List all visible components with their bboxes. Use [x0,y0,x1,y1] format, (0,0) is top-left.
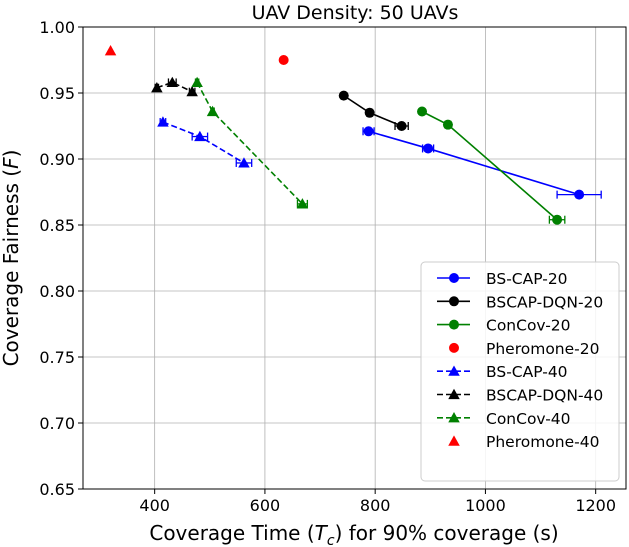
y-tick-label: 0.85 [39,216,75,235]
data-point [206,105,219,117]
y-tick-label: 0.95 [39,84,75,103]
data-point [574,189,585,200]
legend-entry: BS-CAP-40 [437,363,568,381]
series-concov-20 [417,106,566,225]
x-tick-label: 1000 [465,496,506,515]
data-point [166,76,179,88]
data-point [364,107,375,118]
legend-marker [449,296,459,307]
legend-entry: Pheromone-40 [448,433,599,451]
series-concov-40 [191,76,309,209]
y-tick-label: 0.90 [39,150,75,169]
series-line [421,110,558,221]
data-point [338,90,349,101]
data-point [104,45,117,56]
legend-label: BS-CAP-40 [486,363,568,381]
legend-marker [448,435,460,446]
legend-entry: ConCov-40 [437,410,571,428]
series-layer [104,45,602,225]
legend-marker [449,342,459,353]
data-point [278,55,289,65]
series-bs-cap-40 [157,116,253,168]
x-tick-label: 800 [360,496,391,515]
x-tick-label: 600 [250,496,281,515]
chart-title: UAV Density: 50 UAVs [252,2,459,24]
x-axis-ticks: 400 600 800 1000 1200 [139,489,616,515]
x-tick-label: 400 [139,496,170,515]
y-tick-label: 0.80 [39,282,75,301]
data-point [363,126,374,137]
legend-marker [448,412,460,423]
data-point [186,85,198,97]
series-line [162,121,245,164]
data-point [157,116,169,127]
series-pheromone-40 [104,45,117,56]
legend-entry: Pheromone-20 [449,340,599,358]
series-line [368,130,580,196]
data-point [552,214,563,225]
legend-marker [448,388,460,400]
y-tick-label: 0.70 [39,414,75,433]
legend-entry: BSCAP-DQN-40 [437,387,603,405]
legend-label: Pheromone-20 [486,340,599,358]
legend-label: ConCov-40 [486,410,571,428]
y-tick-label: 1.00 [39,18,75,37]
legend-entry: BS-CAP-20 [437,270,568,288]
y-axis-ticks: 0.65 0.70 0.75 0.80 0.85 0.90 0.95 1.00 [39,18,83,499]
y-axis-label: Coverage Fairness (F) [0,150,23,367]
legend-marker [449,273,459,283]
legend-box [420,261,620,482]
data-point [442,119,453,130]
series-pheromone-20 [278,55,289,65]
legend-label: BSCAP-DQN-20 [486,293,603,311]
x-tick-label: 1200 [575,496,616,515]
series-bs-cap-20 [362,126,602,200]
plot-area [82,26,627,490]
legend-label: BSCAP-DQN-40 [486,387,603,405]
y-tick-label: 0.65 [39,480,75,499]
legend-label: BS-CAP-20 [486,270,568,288]
series-line [156,81,193,93]
data-point [296,198,309,209]
data-point [396,121,407,131]
legend-label: ConCov-20 [486,317,571,335]
series-bscap-dqn-40 [151,76,198,97]
data-point [238,157,250,168]
y-tick-label: 0.75 [39,348,75,367]
legend-marker [448,365,460,376]
series-line [196,82,303,205]
data-point [194,130,206,142]
legend-label: Pheromone-40 [486,433,599,451]
data-point [423,143,434,154]
legend-entry: ConCov-20 [437,317,571,335]
legend-marker [449,319,459,330]
data-point [417,106,428,117]
legend-entry: BSCAP-DQN-20 [437,293,603,311]
data-point [191,76,203,88]
data-point [151,81,163,93]
x-axis-label: Coverage Time (Tc) for 90% coverage (s) [149,521,558,547]
legend: BS-CAP-20 BSCAP-DQN-20 ConCov-20 Pheromone-… [420,261,620,482]
series-bscap-dqn-20 [338,90,409,131]
